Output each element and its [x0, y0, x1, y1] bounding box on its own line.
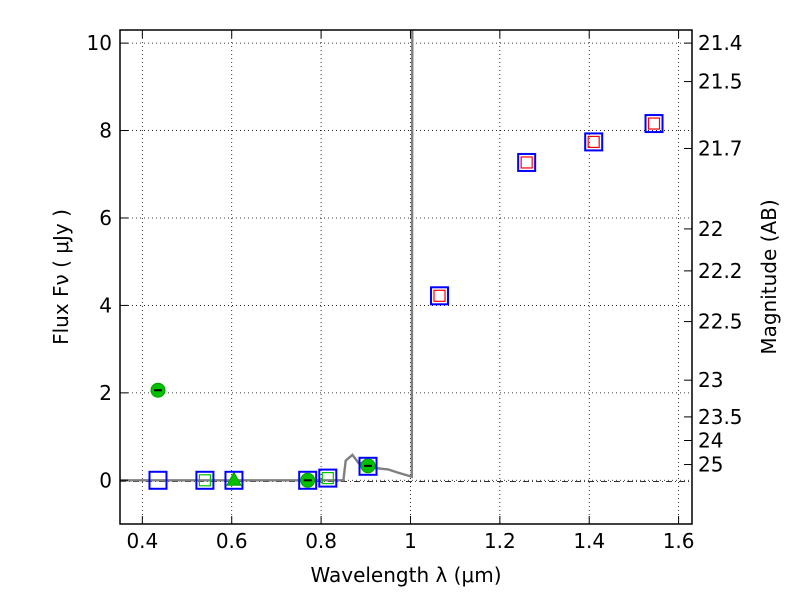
- right-tick-label: 21.7: [698, 136, 743, 160]
- right-tick-label: 21.5: [698, 70, 743, 94]
- model-square-marker: [430, 286, 450, 306]
- model-square-marker: [148, 470, 168, 490]
- y-axis-title: Flux Fν ( μJy ): [49, 209, 73, 345]
- right-tick-label: 24: [698, 429, 723, 453]
- y-tick-label: 8: [99, 119, 112, 143]
- model-square-marker: [584, 132, 604, 152]
- plot-background: [120, 30, 692, 524]
- right-tick-label: 25: [698, 453, 723, 477]
- faint-square-marker: [198, 474, 212, 487]
- y-tick-label: 4: [99, 293, 112, 317]
- y-tick-label: 2: [99, 381, 112, 405]
- right-tick-label: 23: [698, 368, 723, 392]
- observed-square-marker: [587, 135, 600, 149]
- x-tick-label: 1.4: [573, 529, 605, 553]
- x-tick-label: 1: [404, 529, 417, 553]
- right-tick-label: 22.5: [698, 310, 743, 334]
- grid: [120, 30, 692, 524]
- model-square-marker: [358, 456, 378, 476]
- x-axis-title: Wavelength λ (μm): [310, 563, 501, 587]
- observed-square-marker: [647, 117, 661, 130]
- right-tick-label: 22.2: [698, 259, 743, 283]
- right-axis-title: Magnitude (AB): [757, 199, 781, 354]
- x-tick-label: 1.6: [663, 529, 695, 553]
- x-tick-label: 1.2: [484, 529, 516, 553]
- upper-limit-triangle-marker: [226, 471, 242, 486]
- x-tick-label: 0.8: [305, 529, 337, 553]
- model-square-marker: [644, 114, 664, 134]
- observed-square-marker: [433, 289, 446, 302]
- y-tick-label: 0: [99, 468, 112, 492]
- y-tick-label: 6: [99, 206, 112, 230]
- model-square-marker: [195, 470, 215, 490]
- x-tick-label: 0.4: [126, 529, 158, 553]
- plot-frame: [119, 29, 693, 525]
- observed-square-marker: [520, 156, 533, 169]
- right-tick-label: 21.4: [698, 31, 743, 55]
- model-square-marker: [318, 468, 338, 488]
- faint-square-marker: [321, 471, 334, 485]
- model-square-marker: [517, 152, 537, 172]
- right-tick-label: 23.5: [698, 405, 743, 429]
- x-tick-label: 0.6: [216, 529, 248, 553]
- y-tick-label: 10: [87, 31, 112, 55]
- data-series: [120, 29, 664, 490]
- model-square-marker: [298, 470, 318, 490]
- model-square-marker: [224, 470, 244, 490]
- right-tick-label: 22: [698, 217, 723, 241]
